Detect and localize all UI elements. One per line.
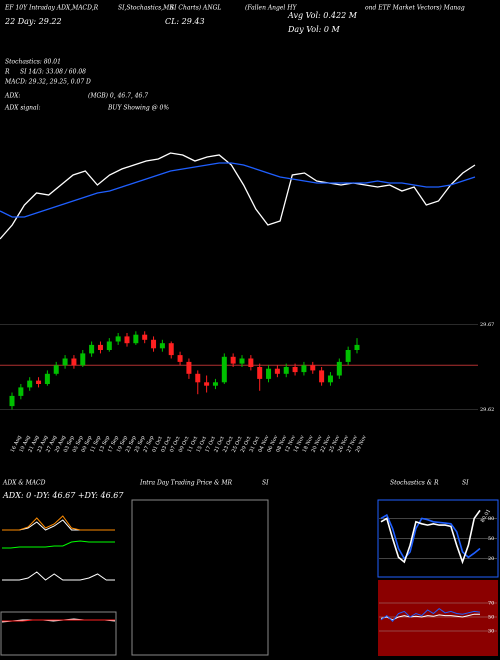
macd-panel xyxy=(0,611,117,656)
candle-body xyxy=(18,387,24,396)
header-text: SI Charts) ANGL xyxy=(170,5,221,12)
candle-body xyxy=(354,344,360,350)
intraday-panel xyxy=(131,499,269,656)
header-text: ADX: xyxy=(4,93,20,100)
series-line xyxy=(2,540,115,549)
candle-body xyxy=(151,339,157,349)
candle-body xyxy=(62,358,68,366)
candle-body xyxy=(274,368,280,374)
header-text: R xyxy=(4,69,10,76)
candle-body xyxy=(106,341,112,350)
candle-body xyxy=(186,361,192,374)
header-text: Day Vol: 0 M xyxy=(287,25,341,34)
header-text: ond ETF Market Vectors) Manag xyxy=(365,5,465,12)
candle-body xyxy=(204,382,210,386)
panel-title: ADX & MACD xyxy=(2,480,46,487)
candle-body xyxy=(292,367,298,373)
candle-body xyxy=(89,344,95,354)
header-text: BUY Showing @ 0% xyxy=(107,105,169,112)
series-line xyxy=(2,515,115,531)
candle-body xyxy=(248,358,254,367)
candle-body xyxy=(301,365,307,373)
candle-body xyxy=(221,356,227,383)
y-tick-label: 50 xyxy=(488,615,494,621)
y-tick-label: 29.67 xyxy=(480,322,494,328)
candle-body xyxy=(71,358,77,366)
series-line xyxy=(0,152,476,240)
series-line xyxy=(2,619,115,622)
candle-body xyxy=(310,365,316,371)
header-text: 22 Day: 29.22 xyxy=(4,17,62,26)
series-line xyxy=(380,513,481,560)
candle-body xyxy=(195,373,201,383)
header-text: (Fallen Angel HY xyxy=(245,5,297,12)
y-tick-label: 30 xyxy=(488,629,494,635)
candle-body xyxy=(345,350,351,362)
panel-subtitle: ADX: 0 -DY: 46.67 +DY: 46.67 xyxy=(2,491,124,500)
header-text: Avg Vol: 0.422 M xyxy=(287,11,358,20)
candle-body xyxy=(36,380,42,384)
candle-body xyxy=(257,367,263,379)
candle-body xyxy=(115,336,121,342)
candle-body xyxy=(230,356,236,364)
series-line xyxy=(0,162,476,218)
series-line xyxy=(380,607,481,622)
candle-body xyxy=(44,373,50,384)
candle-body xyxy=(142,334,148,340)
candle-body xyxy=(133,334,139,344)
panel-title: Stochastics & R xyxy=(390,480,439,487)
header-text: ADX signal: xyxy=(4,105,41,112)
candle-body xyxy=(97,344,103,350)
candle-body xyxy=(124,336,130,344)
series-line xyxy=(380,509,481,565)
candle-body xyxy=(319,370,325,383)
candle-body xyxy=(27,380,33,388)
panel-title: SI xyxy=(462,480,469,487)
panel-title: SI xyxy=(262,480,269,487)
candle-body xyxy=(336,361,342,376)
y-tick-label: 50 xyxy=(488,536,494,542)
series-line xyxy=(380,613,480,621)
candle-body xyxy=(168,343,174,356)
panel-title: Intra Day Trading Price & MR xyxy=(139,480,233,487)
y-tick-label: 29.62 xyxy=(480,407,494,413)
header-text: MACD: 29.32, 29.25, 0.07 D xyxy=(4,79,91,86)
header-text: SI,Stochastics,MR xyxy=(118,5,174,12)
series-line xyxy=(2,571,115,581)
candle-body xyxy=(80,353,86,366)
candle-body xyxy=(9,395,15,407)
candle-body xyxy=(283,367,289,374)
y-tick-label: 80 xyxy=(488,516,494,522)
candle-body xyxy=(53,365,59,374)
candle-body xyxy=(239,358,245,364)
y-tick-label: 20 xyxy=(488,556,494,562)
candle-body xyxy=(327,375,333,383)
candle-body xyxy=(159,343,165,349)
y-tick-label: 70 xyxy=(488,601,494,607)
candle-body xyxy=(212,382,218,386)
candle-body xyxy=(177,355,183,362)
header-text: (MGB) 0, 46.7, 46.7 xyxy=(88,93,148,100)
header-text: EF 10Y Intraday ADX,MACD,R xyxy=(4,5,99,12)
header-text: Stochastics: 80.01 xyxy=(5,59,61,66)
header-text: CL: 29.43 xyxy=(165,17,205,26)
rsi-panel xyxy=(378,580,498,656)
candle-body xyxy=(266,368,272,379)
header-text: SI 14/3: 33.08 / 60.08 xyxy=(20,69,86,76)
